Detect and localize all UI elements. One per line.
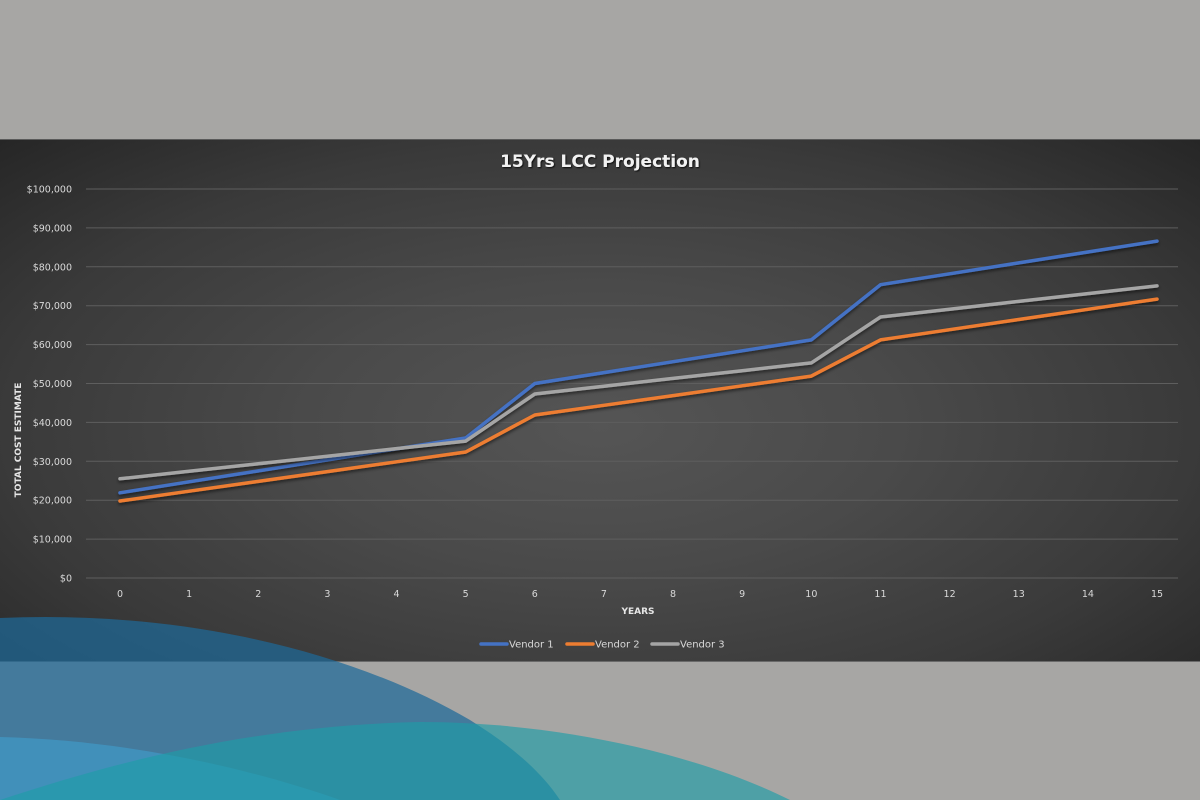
x-tick-label: 3 xyxy=(324,589,330,600)
x-tick-label: 7 xyxy=(601,589,607,600)
x-tick-label: 12 xyxy=(944,589,956,600)
x-tick-label: 11 xyxy=(874,589,886,600)
x-tick-label: 10 xyxy=(805,589,817,600)
y-tick-label: $80,000 xyxy=(33,262,72,273)
legend-label-vendor-1: Vendor 1 xyxy=(509,640,554,651)
deco-light-blue-arc xyxy=(0,737,340,800)
chart-title: 15Yrs LCC Projection xyxy=(500,152,700,172)
legend-label-vendor-2: Vendor 2 xyxy=(595,640,640,651)
series-line-vendor-3 xyxy=(118,284,1159,481)
line-chart: 15Yrs LCC Projection $0 $10,000 $20,000 $30… xyxy=(14,152,1178,651)
y-tick-label: $0 xyxy=(60,574,72,585)
series-line-vendor-1 xyxy=(118,239,1159,495)
chart-panel: 15Yrs LCC Projection $0 $10,000 $20,000 $30… xyxy=(0,139,1200,662)
x-tick-label: 2 xyxy=(255,589,261,600)
y-tick-label: $90,000 xyxy=(33,223,72,234)
x-tick-label: 5 xyxy=(463,589,469,600)
x-tick-label: 4 xyxy=(394,589,400,600)
x-tick-label: 8 xyxy=(670,589,676,600)
y-tick-label: $40,000 xyxy=(33,418,72,429)
x-axis-title: YEARS xyxy=(620,607,654,617)
series-line-vendor-2 xyxy=(118,297,1159,503)
x-axis-ticks: 0 1 2 3 4 5 6 7 8 9 10 11 12 13 14 15 xyxy=(117,589,1163,600)
y-tick-label: $100,000 xyxy=(27,185,72,196)
x-tick-label: 9 xyxy=(739,589,745,600)
y-tick-label: $30,000 xyxy=(33,457,72,468)
y-tick-label: $20,000 xyxy=(33,496,72,507)
y-tick-label: $60,000 xyxy=(33,340,72,351)
deco-teal-arc xyxy=(0,722,790,800)
y-axis-title: TOTAL COST ESTIMATE xyxy=(14,383,24,498)
x-tick-label: 6 xyxy=(532,589,538,600)
series-lines xyxy=(118,239,1159,503)
x-tick-label: 0 xyxy=(117,589,123,600)
y-tick-label: $70,000 xyxy=(33,301,72,312)
x-tick-label: 14 xyxy=(1082,589,1094,600)
x-tick-label: 1 xyxy=(186,589,192,600)
legend: Vendor 1 Vendor 2 Vendor 3 xyxy=(479,640,725,651)
y-axis-ticks: $0 $10,000 $20,000 $30,000 $40,000 $50,000 $60… xyxy=(27,185,72,585)
x-tick-label: 13 xyxy=(1013,589,1025,600)
y-tick-label: $10,000 xyxy=(33,535,72,546)
y-tick-label: $50,000 xyxy=(33,379,72,390)
legend-label-vendor-3: Vendor 3 xyxy=(680,640,725,651)
x-tick-label: 15 xyxy=(1151,589,1163,600)
